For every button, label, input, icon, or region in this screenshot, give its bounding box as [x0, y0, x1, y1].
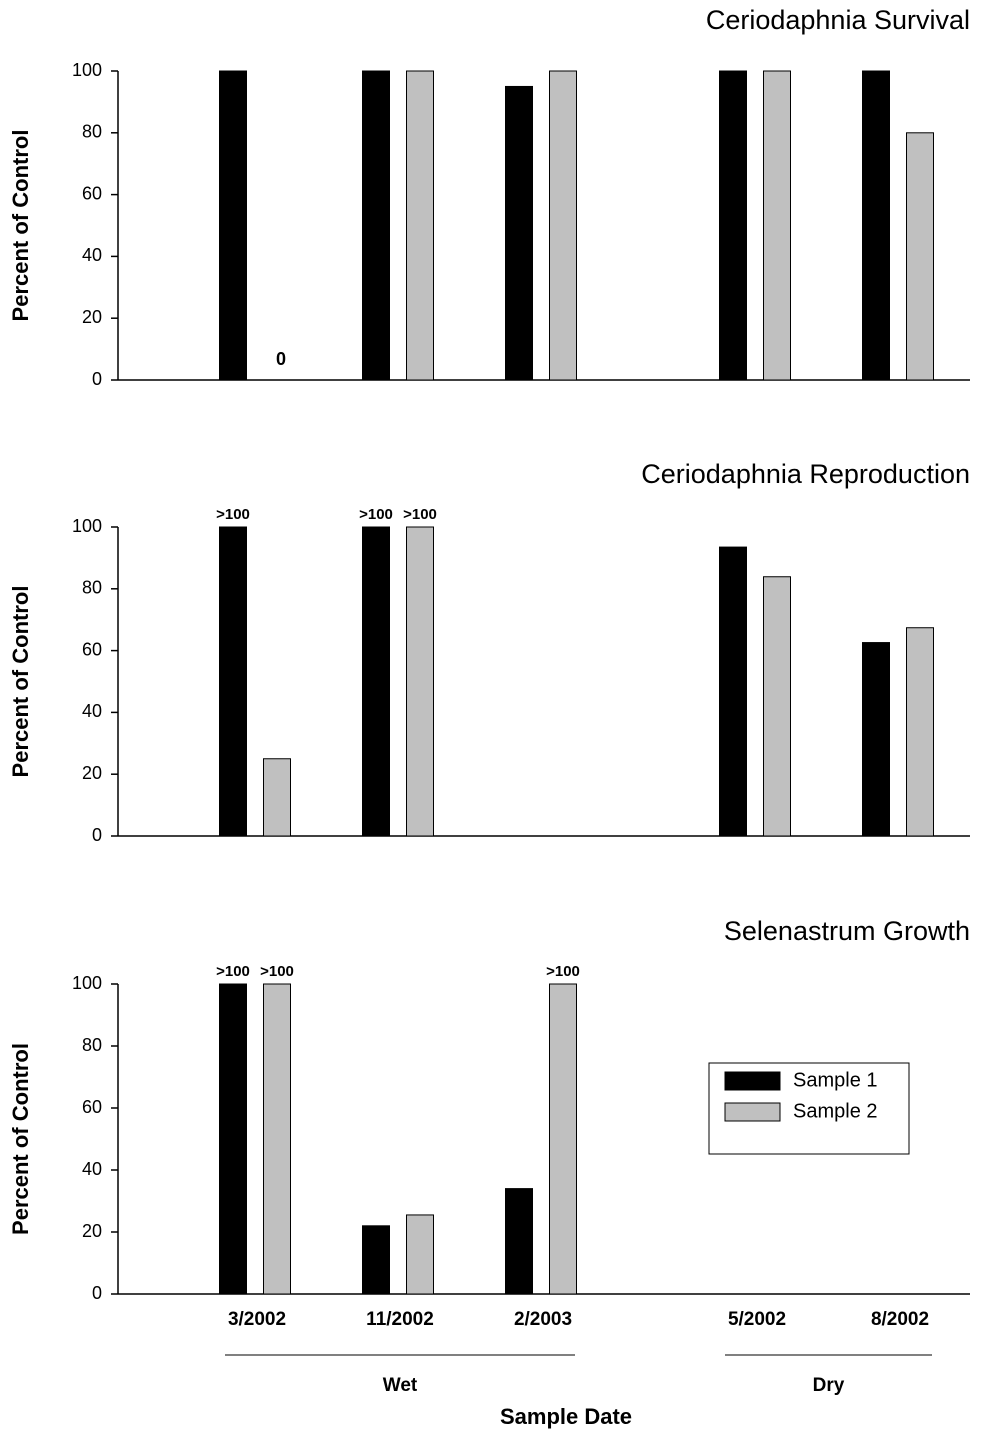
bar	[862, 70, 890, 381]
y-tick-label: 40	[82, 1159, 102, 1179]
value-label: >100	[546, 963, 580, 980]
group-label: Wet	[383, 1375, 418, 1396]
x-tick-label: 3/2002	[228, 1309, 286, 1330]
bar	[219, 526, 247, 837]
value-label: >100	[403, 506, 437, 523]
bar	[505, 1188, 533, 1295]
x-tick-label: 8/2002	[871, 1309, 929, 1330]
bar	[263, 983, 291, 1295]
bar	[362, 70, 390, 381]
bar	[406, 526, 434, 837]
legend-swatch	[724, 1071, 781, 1091]
y-axis-label: Percent of Control	[8, 1043, 33, 1235]
y-tick-label: 60	[82, 1097, 102, 1117]
bar	[362, 526, 390, 837]
y-tick-label: 0	[92, 369, 102, 389]
legend-label: Sample 1	[793, 1069, 878, 1091]
bar	[719, 70, 747, 381]
value-label: 0	[276, 349, 286, 369]
bar	[505, 85, 533, 381]
value-label: >100	[359, 506, 393, 523]
y-tick-label: 20	[82, 307, 102, 327]
y-tick-label: 20	[82, 1221, 102, 1241]
chart-title: Selenastrum Growth	[724, 916, 970, 946]
y-tick-label: 100	[72, 60, 102, 80]
value-label: >100	[260, 963, 294, 980]
bar	[719, 546, 747, 837]
bar	[263, 758, 291, 837]
y-tick-label: 60	[82, 183, 102, 203]
y-tick-label: 80	[82, 122, 102, 142]
bar	[763, 70, 791, 381]
chart-title: Ceriodaphnia Reproduction	[641, 459, 970, 489]
y-tick-label: 80	[82, 1035, 102, 1055]
y-tick-label: 0	[92, 825, 102, 845]
y-tick-label: 100	[72, 516, 102, 536]
group-label: Dry	[813, 1375, 845, 1396]
x-tick-label: 2/2003	[514, 1309, 572, 1330]
bar	[406, 70, 434, 381]
x-tick-label: 5/2002	[728, 1309, 786, 1330]
bar	[549, 983, 577, 1295]
y-tick-label: 40	[82, 245, 102, 265]
bar	[549, 70, 577, 381]
bar	[906, 627, 934, 837]
legend-swatch	[724, 1102, 781, 1122]
x-tick-label: 11/2002	[366, 1309, 434, 1330]
y-tick-label: 80	[82, 578, 102, 598]
bar	[219, 983, 247, 1295]
bar	[763, 576, 791, 837]
value-label: >100	[216, 963, 250, 980]
bar	[219, 70, 247, 381]
legend-label: Sample 2	[793, 1100, 878, 1122]
y-axis-label: Percent of Control	[8, 586, 33, 778]
value-label: >100	[216, 506, 250, 523]
bar	[406, 1214, 434, 1295]
y-axis-label: Percent of Control	[8, 130, 33, 322]
bar	[906, 132, 934, 381]
chart-title: Ceriodaphnia Survival	[706, 5, 970, 35]
bar	[362, 1225, 390, 1295]
x-axis-label: Sample Date	[500, 1404, 632, 1429]
y-tick-label: 100	[72, 973, 102, 993]
y-tick-label: 40	[82, 701, 102, 721]
y-tick-label: 20	[82, 763, 102, 783]
bar	[862, 642, 890, 837]
y-tick-label: 60	[82, 639, 102, 659]
y-tick-label: 0	[92, 1283, 102, 1303]
